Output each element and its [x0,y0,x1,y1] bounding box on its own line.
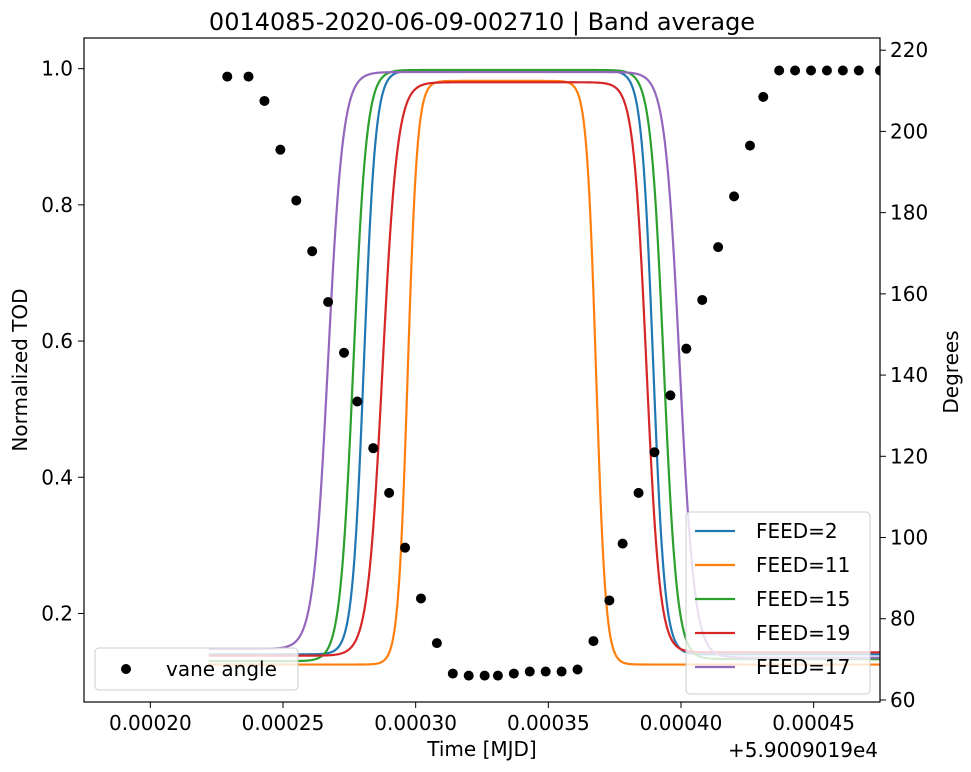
vane-point [368,443,379,454]
vane-point [604,595,615,606]
vane-point [415,593,426,604]
vane-point [853,65,864,76]
vane-point [540,666,551,677]
vane-point [339,347,350,358]
vane-point [275,144,286,155]
y2-tick-label: 60 [890,688,915,712]
vane-point [665,390,676,401]
y2-tick-label: 140 [890,363,928,387]
vane-point [744,140,755,151]
vane-point [447,668,458,679]
legend-lines-box [685,511,871,695]
y2-tick-label: 80 [890,607,915,631]
vane-point [790,65,801,76]
x-tick-label: 0.00020 [109,711,192,735]
y2-tick-label: 180 [890,201,928,225]
vane-point [479,670,490,681]
x-axis-ticks: 0.00020 0.00025 0.00030 0.00035 0.00040 0.000… [109,702,855,735]
vane-point [588,636,599,647]
vane-point [774,65,785,76]
vane-point [400,542,411,553]
vane-point [431,638,442,649]
legend-lines: FEED=2 FEED=11 FEED=15 FEED=19 FEED=17 [685,511,871,695]
vane-point [806,65,817,76]
x-tick-label: 0.00025 [242,711,325,735]
vane-point [492,670,503,681]
vane-point [222,71,233,82]
legend-line-label: FEED=19 [756,621,850,645]
vane-point [352,396,363,407]
vane-point [556,666,567,677]
vane-point [729,191,740,202]
vane-point [384,487,395,498]
legend-vane-marker [121,664,131,674]
vane-point [508,668,519,679]
vane-point [697,294,708,305]
vane-point [821,65,832,76]
vane-point [463,670,474,681]
vane-point [617,538,628,549]
y-tick-label: 1.0 [41,57,73,81]
y-tick-label: 0.2 [41,601,73,625]
legend-vane-box [94,647,299,691]
vane-point [713,242,724,253]
y2-axis-label: Degrees [939,330,963,413]
y-tick-label: 0.4 [41,465,73,489]
y2-tick-label: 200 [890,119,928,143]
y2-tick-label: 100 [890,526,928,550]
legend-line-label: FEED=17 [756,655,850,679]
vane-point [243,71,254,82]
legend-line-label: FEED=11 [756,553,850,577]
x-axis-label: Time [MJD] [426,737,536,761]
vane-point [572,664,583,675]
y2-tick-label: 220 [890,38,928,62]
vane-point [758,91,769,102]
vane-point [681,343,692,354]
vane-point [259,95,270,106]
vane-point [837,65,848,76]
vane-point [323,296,334,307]
y2-axis-ticks: 60 80 100 120 140 160 180 200 220 [880,38,928,712]
y-axis-label: Normalized TOD [8,288,32,451]
y2-tick-label: 160 [890,282,928,306]
plot-frame [83,37,881,703]
vane-point [875,65,880,76]
x-tick-label: 0.00040 [640,711,723,735]
legend-line-label: FEED=2 [756,519,838,543]
y-tick-label: 0.8 [41,193,73,217]
x-tick-label: 0.00030 [374,711,457,735]
vane-point [524,666,535,677]
vane-points [222,65,880,681]
y-tick-label: 0.6 [41,329,73,353]
x-tick-label: 0.00035 [507,711,590,735]
legend-vane: vane angle [94,647,299,691]
chart-title: 0014085-2020-06-09-002710 | Band average [209,8,755,36]
legend-vane-label: vane angle [166,657,277,681]
vane-point [307,246,318,257]
y2-tick-label: 120 [890,444,928,468]
x-offset-label: +5.9009019e4 [728,738,878,762]
vane-point [633,487,644,498]
x-tick-label: 0.00045 [772,711,855,735]
vane-point [291,195,302,206]
y-axis-ticks: 0.2 0.4 0.6 0.8 1.0 [41,57,84,625]
legend-line-label: FEED=15 [756,587,850,611]
vane-point [649,447,660,458]
